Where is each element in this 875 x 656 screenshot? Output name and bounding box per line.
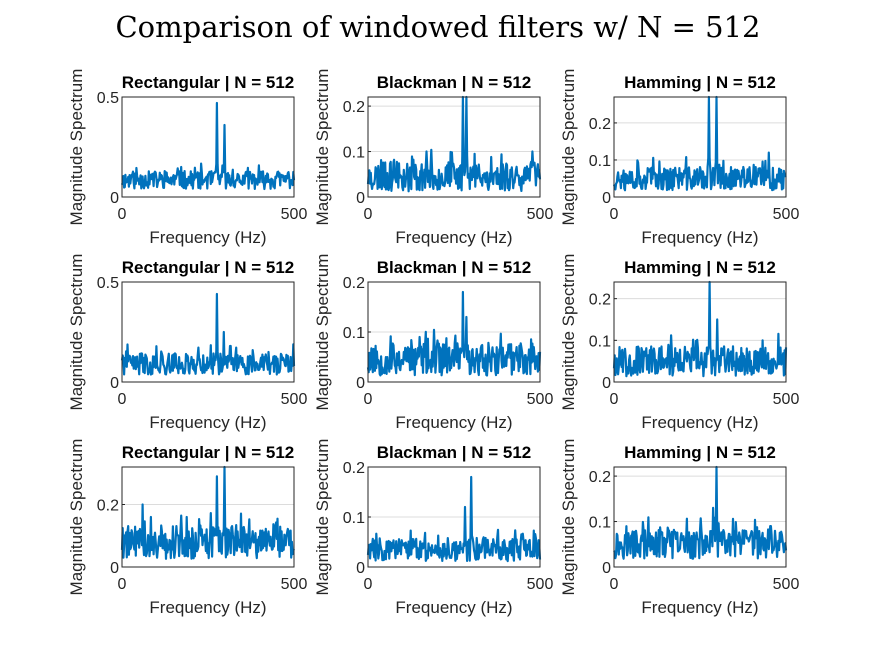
subplot-title: Rectangular | N = 512	[122, 73, 294, 92]
spectrum-line	[120, 465, 295, 560]
axes-box	[121, 281, 295, 383]
subplot-title: Blackman | N = 512	[377, 443, 532, 462]
x-tick-label: 0	[118, 576, 127, 593]
x-tick-label: 0	[610, 391, 619, 408]
y-tick-label: 0.1	[343, 325, 365, 342]
y-tick-label: 0.2	[343, 460, 365, 477]
y-axis-label: Magnitude Spectrum	[313, 439, 332, 596]
x-tick-label: 500	[281, 206, 308, 223]
y-tick-label: 0.1	[343, 145, 365, 162]
y-tick-label: 0.2	[97, 498, 119, 515]
y-tick-label: 0.2	[589, 292, 611, 309]
spectrum-line	[366, 290, 542, 377]
y-tick-label: 0.1	[589, 333, 611, 350]
x-tick-label: 500	[773, 206, 800, 223]
y-axis-label: Magnitude Spectrum	[67, 254, 86, 411]
x-axis-label: Frequency (Hz)	[395, 228, 512, 247]
subplot-title: Blackman | N = 512	[377, 258, 532, 277]
x-axis-label: Frequency (Hz)	[395, 598, 512, 617]
subplot-title: Rectangular | N = 512	[122, 258, 294, 277]
subplot: 0 0.1 0.2 0 500 Hamming | N = 512 Frequency (H…	[559, 439, 799, 617]
axes-box	[121, 96, 295, 198]
subplot-title: Hamming | N = 512	[624, 258, 776, 277]
y-tick-label: 0.5	[97, 90, 119, 107]
x-tick-label: 0	[364, 206, 373, 223]
axes-box	[613, 466, 787, 568]
subplot: 0 0.1 0.2 0 500 Blackman | N = 512 Frequency (…	[313, 69, 553, 247]
x-tick-label: 0	[364, 391, 373, 408]
y-axis-label: Magnitude Spectrum	[559, 69, 578, 226]
x-tick-label: 0	[118, 206, 127, 223]
subplot: 0 0.1 0.2 0 500 Hamming | N = 512 Frequency (H…	[559, 69, 799, 247]
axes-box	[613, 281, 787, 383]
y-axis-label: Magnitude Spectrum	[313, 69, 332, 226]
y-tick-label: 0.2	[343, 99, 365, 116]
subplot-title: Rectangular | N = 512	[122, 443, 294, 462]
axes-box	[367, 96, 541, 198]
x-tick-label: 500	[773, 391, 800, 408]
x-axis-label: Frequency (Hz)	[641, 413, 758, 432]
subplot-title: Hamming | N = 512	[624, 73, 776, 92]
y-tick-label: 0.2	[589, 469, 611, 486]
x-axis-label: Frequency (Hz)	[641, 228, 758, 247]
y-tick-label: 0	[602, 560, 611, 577]
spectrum-line	[120, 101, 296, 191]
y-tick-label: 0	[602, 190, 611, 207]
figure-title: Comparison of windowed filters w/ N = 51…	[115, 10, 760, 44]
x-tick-label: 500	[527, 206, 554, 223]
spectrum-line	[612, 95, 787, 192]
axes-box	[613, 96, 787, 198]
y-tick-label: 0	[602, 375, 611, 392]
y-axis-label: Magnitude Spectrum	[559, 439, 578, 596]
x-tick-label: 500	[527, 391, 554, 408]
subplot-title: Hamming | N = 512	[624, 443, 776, 462]
x-axis-label: Frequency (Hz)	[149, 598, 266, 617]
x-axis-label: Frequency (Hz)	[149, 413, 266, 432]
x-tick-label: 0	[118, 391, 127, 408]
spectrum-line	[366, 95, 542, 193]
y-tick-label: 0	[356, 375, 365, 392]
y-tick-label: 0.2	[589, 116, 611, 133]
spectrum-line	[613, 465, 788, 560]
subplot: 0 0.5 0 500 Rectangular | N = 512 Frequency (…	[67, 69, 307, 247]
y-axis-label: Magnitude Spectrum	[67, 69, 86, 226]
subplot: 0 0.5 0 500 Rectangular | N = 512 Frequency (…	[67, 254, 307, 432]
x-axis-label: Frequency (Hz)	[149, 228, 266, 247]
spectrum-line	[120, 292, 296, 376]
y-tick-label: 0	[356, 560, 365, 577]
subplot: 0 0.1 0.2 0 500 Hamming | N = 512 Frequency (H…	[559, 254, 799, 432]
axes-box	[121, 466, 295, 568]
x-tick-label: 500	[281, 576, 308, 593]
x-tick-label: 500	[773, 576, 800, 593]
subplot-title: Blackman | N = 512	[377, 73, 532, 92]
y-tick-label: 0.1	[343, 510, 365, 527]
spectrum-line	[612, 280, 788, 378]
subplot: 0 0.1 0.2 0 500 Blackman | N = 512 Frequency (…	[313, 254, 553, 432]
subplot: 0 0.2 0 500 Rectangular | N = 512 Frequency (…	[67, 439, 307, 617]
y-axis-label: Magnitude Spectrum	[67, 439, 86, 596]
x-tick-label: 500	[281, 391, 308, 408]
subplot: 0 0.1 0.2 0 500 Blackman | N = 512 Frequency (…	[313, 439, 553, 617]
y-axis-label: Magnitude Spectrum	[313, 254, 332, 411]
x-axis-label: Frequency (Hz)	[395, 413, 512, 432]
x-tick-label: 0	[610, 576, 619, 593]
y-tick-label: 0.5	[97, 275, 119, 292]
y-tick-label: 0	[110, 560, 119, 577]
x-tick-label: 0	[610, 206, 619, 223]
y-tick-label: 0	[110, 190, 119, 207]
y-axis-label: Magnitude Spectrum	[559, 254, 578, 411]
y-tick-label: 0	[110, 375, 119, 392]
spectrum-line	[366, 475, 542, 563]
subplot-grid: 0 0.5 0 500 Rectangular | N = 512 Frequency (…	[67, 69, 799, 617]
y-tick-label: 0.1	[589, 153, 611, 170]
y-tick-label: 0	[356, 190, 365, 207]
x-tick-label: 500	[527, 576, 554, 593]
y-tick-label: 0.2	[343, 275, 365, 292]
y-tick-label: 0.1	[589, 515, 611, 532]
x-tick-label: 0	[364, 576, 373, 593]
x-axis-label: Frequency (Hz)	[641, 598, 758, 617]
